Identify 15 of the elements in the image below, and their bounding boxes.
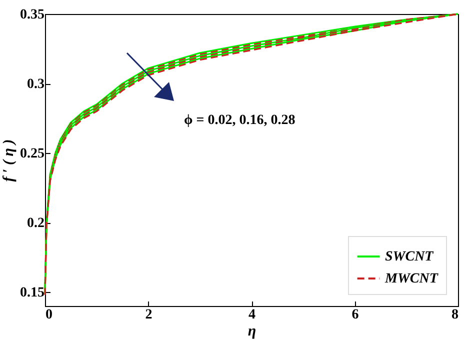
- y-tick-label: 0.2: [27, 216, 44, 232]
- y-axis-title: f ′ ( η ): [1, 139, 17, 182]
- x-tick-label: 2: [145, 308, 152, 322]
- x-tick-label: 6: [352, 308, 359, 322]
- x-tick-label: 0: [46, 308, 52, 322]
- x-axis-title: η: [248, 324, 256, 340]
- y-tick-label: 0.3: [27, 77, 44, 92]
- x-tick-label: 8: [452, 308, 458, 322]
- annotation: ϕ = 0.02, 0.16, 0.28: [184, 113, 296, 128]
- y-tick-label: 0.25: [20, 146, 44, 162]
- y-tick-label: 0.15: [20, 286, 44, 301]
- y-tick-label: 0.35: [20, 8, 44, 22]
- legend-label: MWCNT: [384, 272, 440, 286]
- x-tick-label: 4: [248, 308, 256, 322]
- legend-label: SWCNT: [385, 250, 435, 264]
